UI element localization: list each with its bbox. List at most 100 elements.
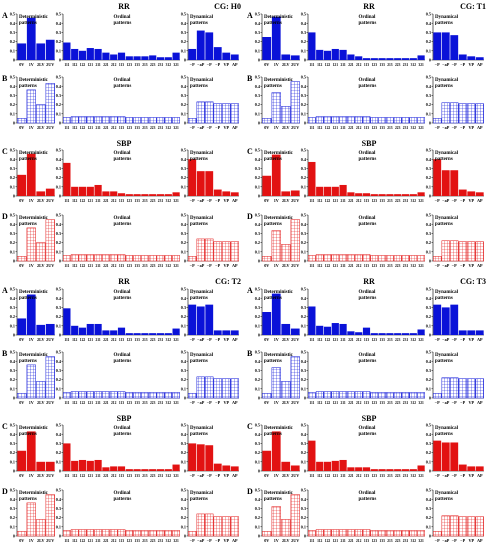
qT3-B-deterministic-title-2: patterns: [264, 359, 282, 364]
qH0-C-ordinal-bar-12: [156, 194, 165, 196]
qT3-C-ordinal-ytick-label-4: 0.4: [301, 432, 307, 437]
qH0-A-deterministic-title-1: Deterministic: [19, 15, 49, 20]
qH0-A-dynamical-bar-5: [230, 54, 239, 60]
qT1-B-ordinal-bar-1: [315, 116, 324, 124]
qH0-A-ordinal-bar-1: [71, 48, 79, 60]
qT3-D-ordinal-bar-6: [354, 529, 363, 537]
qT2-A-ordinal-title-2: patterns: [114, 296, 132, 301]
qT3-D-ordinal-title-2: patterns: [359, 497, 377, 502]
qH0-B-dynamical-ytick-label-5: 0.5: [181, 75, 186, 80]
qT2-row-label-D: D: [2, 487, 8, 496]
qT3-A-ordinal-bar-1: [316, 325, 324, 335]
qT2-A-ordinal-ytick-label-5: 0.5: [56, 287, 61, 292]
qT1-D-dynamical-ytick-label-1: 0.1: [426, 249, 431, 254]
qH0-C-dynamical-ytick-label-3: 0.3: [181, 166, 186, 171]
qT1-C-ordinal-xtick-7: 113: [364, 199, 369, 203]
qT2-D-ordinal-xtick-9: 133: [134, 539, 140, 543]
qT1-B-dynamical-ytick-label-2: 0.2: [426, 102, 431, 107]
qT3-A-ordinal-bar-9: [378, 333, 386, 335]
qT1-D-ordinal-bar-10: [386, 255, 394, 262]
qT1-B-ordinal-bar-4: [339, 116, 347, 124]
qH0-C-ordinal-ytick-label-5: 0.5: [56, 148, 61, 153]
qH0-B-ordinal-xtick-3: 121: [88, 126, 94, 130]
qT1-B-deterministic-title-1: Deterministic: [264, 78, 294, 83]
qT3-C-dynamical-bar-1: [441, 442, 450, 471]
qT1-B-ordinal-bar-5: [347, 116, 355, 124]
qT2-A-dynamical-xtick-5: AP: [232, 337, 238, 342]
qT1-A-ordinal-xtick-1: 112: [317, 63, 322, 67]
qH0-A-ordinal-xtick-11: 223: [150, 63, 156, 67]
qH0-A-ordinal-xtick-6: 212: [111, 63, 117, 67]
qT2-B-ordinal-ytick-label-5: 0.5: [56, 350, 61, 355]
qT1-A-ordinal-xtick-13: 312: [411, 63, 417, 67]
qH0-C-dynamical-bar-1: [196, 171, 205, 196]
qH0-D-deterministic-ytick-label-4: 0.4: [10, 222, 16, 227]
qT1-C-dynamical-xtick-5: AP: [477, 198, 483, 203]
qT3-B-deterministic-xtick-3: 2UV: [291, 400, 299, 405]
qT2-A-deterministic-ytick-label-2: 0.2: [10, 314, 15, 319]
qT2-A-dynamical-bar-3: [213, 330, 222, 335]
qT1-B-ordinal-title-2: patterns: [359, 84, 377, 89]
qT2-A-ordinal-xtick-8: 123: [127, 338, 133, 342]
qT1-B-dynamical-ytick-label-1: 0.1: [426, 111, 431, 116]
qT3-A-ordinal-xtick-2: 122: [325, 338, 331, 342]
qT3-C-ordinal-bar-2: [323, 461, 332, 471]
qH0-C-ordinal-ytick-label-2: 0.2: [56, 175, 61, 180]
qT2-A-ordinal-xtick-13: 312: [166, 338, 172, 342]
qT3-title-rr: RR: [363, 277, 375, 286]
qT1-A-ordinal-bar-6: [355, 56, 363, 60]
qT1-B-dynamical-ytick-label-5: 0.5: [426, 75, 431, 80]
qT2-A-ordinal-ytick-label-4: 0.4: [56, 296, 62, 301]
qT1-B-dynamical-bar-2: [450, 102, 459, 124]
qT2-B-ordinal-xtick-3: 121: [88, 401, 94, 405]
qT1-C-ordinal-xtick-2: 122: [325, 199, 331, 203]
qH0-D-deterministic-ytick-label-1: 0.1: [10, 249, 15, 254]
qT3-C-ordinal-title-2: patterns: [359, 432, 377, 437]
qT2-B-deterministic-bar-0: [17, 393, 27, 399]
qH0-C-dynamical-bar-5: [230, 192, 239, 196]
qT3-D-deterministic-ytick-label-5: 0.5: [255, 488, 260, 493]
qT1-C-ordinal-bar-14: [417, 192, 425, 196]
qT2-B-dynamical-title-1: Dynamical: [190, 353, 214, 358]
qH0-B-ordinal-ytick-label-5: 0.5: [56, 75, 61, 80]
qT3-D-ordinal-xtick-7: 113: [364, 539, 369, 543]
qT1-C-dynamical-ytick-label-3: 0.3: [426, 166, 431, 171]
qT3-C-dynamical-ytick-label-4: 0.4: [426, 432, 432, 437]
qT2-C-deterministic-bar-1: [26, 431, 36, 471]
qT2-A-ordinal-ytick-label-0: 0: [59, 333, 61, 338]
qT1-B-dynamical-ytick-label-0: 0: [429, 121, 431, 126]
qT1-B-deterministic-ytick-label-0: 0: [258, 121, 260, 126]
qT2-C-ordinal-bar-14: [172, 464, 180, 471]
qT1-group-label: CG: T1: [460, 2, 486, 11]
qH0-B-ordinal-xtick-12: 231: [158, 126, 164, 130]
qT3-D-deterministic-bar-2: [281, 519, 291, 537]
qT3-A-dynamical-ytick-label-2: 0.2: [426, 314, 431, 319]
qT2-B-dynamical-title-2: patterns: [190, 359, 208, 364]
qH0-D-dynamical-xtick-5: AP: [232, 263, 238, 268]
qT3-A-ordinal-bar-13: [409, 333, 417, 335]
qT2-C-dynamical-xtick-5: AP: [232, 473, 238, 478]
qT1-B-deterministic-ytick-label-3: 0.3: [255, 93, 260, 98]
qT3-D-dynamical-ytick-label-4: 0.4: [426, 497, 432, 502]
qT3-C-ordinal-ytick-label-1: 0.1: [301, 459, 306, 464]
qT2-D-dynamical-ytick-label-0: 0: [184, 534, 186, 539]
qT3-C-ordinal-xtick-14: 321: [418, 474, 424, 478]
qT1-B-ordinal-xtick-13: 312: [411, 126, 417, 130]
qT3-D-ordinal-bar-8: [370, 530, 379, 537]
qT3-B-dynamical-ytick-label-0: 0: [429, 396, 431, 401]
qT3-B-deterministic-bar-1: [271, 367, 281, 399]
qT1-C-ordinal-xtick-11: 223: [395, 199, 401, 203]
qH0-D-ordinal-xtick-14: 321: [173, 264, 179, 268]
qT3-D-ordinal-ytick-label-5: 0.5: [301, 488, 306, 493]
qT1-B-ordinal-ytick-label-1: 0.1: [301, 111, 306, 116]
qT2-A-ordinal-ytick-label-2: 0.2: [56, 314, 61, 319]
qT2-D-dynamical-xtick-3: −P: [215, 538, 220, 543]
qT3-A-ordinal-bar-3: [331, 323, 339, 335]
qT1-A-deterministic-xtick-0: 0V: [264, 62, 269, 67]
qT1-D-dynamical-bar-2: [450, 240, 459, 262]
qT2-A-deterministic-title-2: patterns: [19, 296, 37, 301]
qH0-D-ordinal-xtick-11: 223: [150, 264, 156, 268]
qT1-A-dynamical-xtick-1: −aP: [442, 62, 449, 67]
qT1-A-deterministic-ytick-label-4: 0.4: [255, 21, 261, 26]
qT1-D-ordinal-bar-8: [370, 255, 379, 262]
